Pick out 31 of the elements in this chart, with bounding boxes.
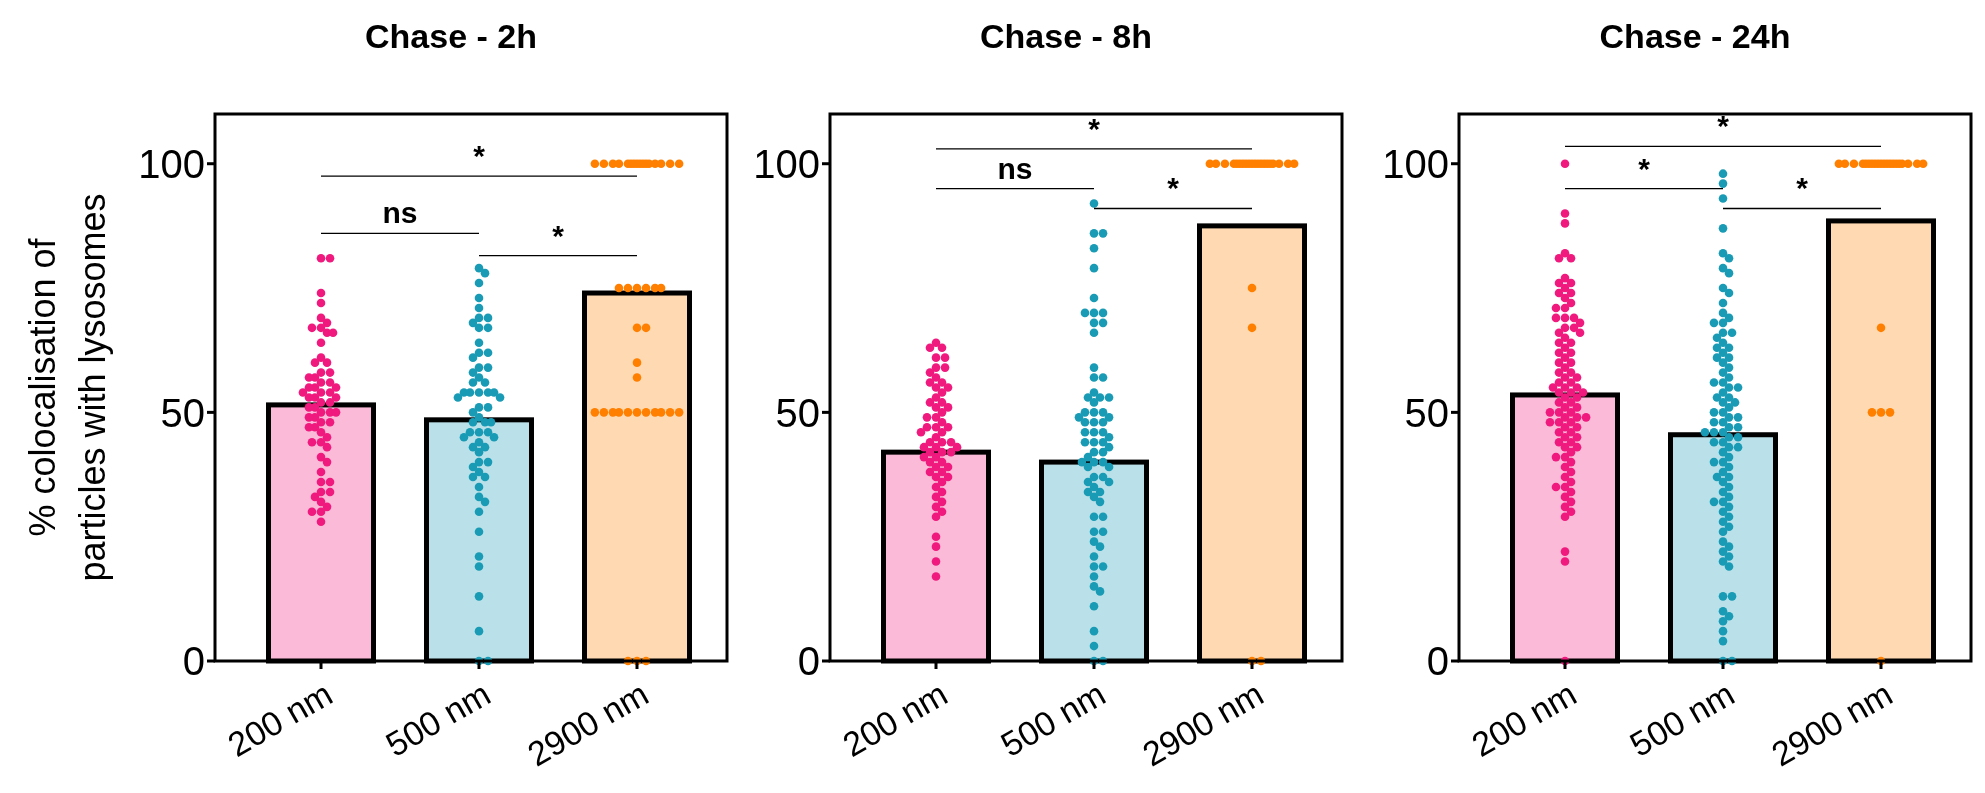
x-tick-label: 500 nm [994,674,1112,764]
y-tick-label: 50 [160,390,205,435]
y-tick-label: 100 [1382,142,1449,187]
annotation: * [552,218,565,252]
y-axis-title: % colocalisation of particles with lysosomes [22,193,113,582]
annotation: * [1088,111,1101,145]
x-tick-label: 500 nm [379,674,497,764]
annotation: ns [382,196,418,230]
annotation: ns [997,151,1033,185]
x-tick-label: 2900 nm [1135,674,1270,774]
y-tick-label: 100 [138,142,205,187]
x-tick-label: 200 nm [1465,674,1583,764]
x-tick-label: 2900 nm [1764,674,1899,774]
annotation: * [1717,109,1730,143]
y-tick-label: 50 [775,390,820,435]
annotation: * [1167,171,1180,205]
annotation: * [1796,171,1809,205]
y-tick-label: 50 [1404,390,1449,435]
x-tick-label: 200 nm [221,674,339,764]
x-tick-label: 500 nm [1623,674,1741,764]
y-tick-label: 0 [1426,639,1449,684]
annotation: * [1638,151,1651,185]
chart-title: Chase - 2h [365,17,537,55]
chart-title: Chase - 8h [980,17,1152,55]
y-tick-label: 0 [797,639,820,684]
x-tick-label: 2900 nm [520,674,655,774]
y-tick-label: 0 [182,639,205,684]
x-tick-label: 200 nm [836,674,954,764]
chart-title: Chase - 24h [1599,17,1791,55]
annotation: * [473,139,486,173]
y-tick-label: 100 [753,142,820,187]
